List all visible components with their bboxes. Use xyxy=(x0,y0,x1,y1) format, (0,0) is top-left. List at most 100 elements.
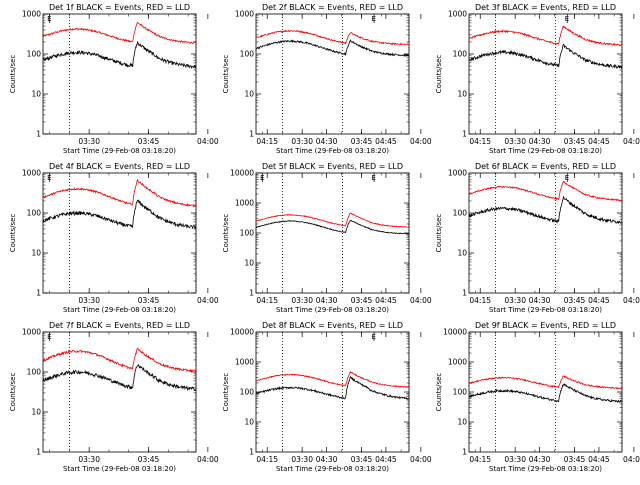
y-axis-label: Counts/sec xyxy=(9,55,17,94)
y-tick-label: 1000 xyxy=(22,169,41,178)
x-tick-label: 04:30 xyxy=(529,137,551,146)
x-tick-label: 03:45 xyxy=(351,296,373,305)
y-tick-label: 10000 xyxy=(230,169,254,178)
lld-series xyxy=(42,347,197,374)
event-marker-label: E xyxy=(47,333,51,341)
y-axis-label: Counts/sec xyxy=(435,214,443,253)
x-tick-label: 04:00 xyxy=(197,137,219,146)
x-axis-label: Start Time (29-Feb-08 03:18:20) xyxy=(276,465,389,473)
events-series xyxy=(256,219,410,235)
x-tick-label: 03:45 xyxy=(351,455,373,464)
x-axis-label: Start Time (29-Feb-08 03:18:20) xyxy=(489,306,602,314)
events-series xyxy=(42,363,197,392)
x-axis-label: Start Time (29-Feb-08 03:18:20) xyxy=(63,306,176,314)
x-tick-label: 03:45 xyxy=(138,455,160,464)
events-series xyxy=(255,39,410,58)
panel-det-2: Det 2f BLACK = Events, RED = LLD11010010… xyxy=(222,3,610,155)
y-tick-label: 100 xyxy=(453,388,468,397)
y-tick-label: 10 xyxy=(244,418,254,427)
y-axis-label: Counts/sec xyxy=(222,55,230,94)
events-series xyxy=(468,43,623,70)
x-tick-label: 03:45 xyxy=(564,296,586,305)
y-tick-label: 10 xyxy=(31,249,41,258)
panel-det-9: Det 9f BLACK = Events, RED = LLD 1 10 100 10… xyxy=(435,321,640,473)
y-tick-label: 10000 xyxy=(443,328,467,337)
x-tick-label: 04:00 xyxy=(410,137,432,146)
lld-series xyxy=(42,21,196,45)
x-axis-label: Start Time (29-Feb-08 03:18:20) xyxy=(489,147,602,155)
x-axis-label: Start Time (29-Feb-08 03:18:20) xyxy=(63,147,176,155)
x-tick-label: 03:30 xyxy=(291,296,313,305)
panel-title: Det 4f BLACK = Events, RED = LLD xyxy=(49,162,190,171)
x-tick-label: 03:30 xyxy=(504,296,526,305)
y-tick-label: 100 xyxy=(453,209,468,218)
y-tick-label: 100 xyxy=(240,229,255,238)
lld-series xyxy=(469,180,623,202)
y-tick-label: 100 xyxy=(27,209,42,218)
lld-series xyxy=(256,212,410,228)
panel-title: Det 2f BLACK = Events, RED = LLD xyxy=(262,3,403,12)
event-marker-label: E xyxy=(47,15,51,23)
y-tick-label: 10 xyxy=(244,259,254,268)
x-tick-label: 04:00 xyxy=(197,296,219,305)
y-tick-label: 10 xyxy=(457,249,467,258)
x-tick-label: 04:00 xyxy=(623,137,640,146)
x-tick-label: 04:30 xyxy=(316,455,338,464)
panel-det-7: Det 7f BLACK = Events, RED = LLD11010010… xyxy=(9,321,397,473)
y-tick-label: 1000 xyxy=(448,10,467,19)
x-tick-label: 03:30 xyxy=(504,455,526,464)
x-tick-label: 04:15 xyxy=(469,296,491,305)
x-tick-label: 04:45 xyxy=(588,455,610,464)
panel-title: Det 9f BLACK = Events, RED = LLD xyxy=(475,321,616,330)
event-marker-label: E xyxy=(372,174,376,182)
x-tick-label: 03:30 xyxy=(78,137,100,146)
panel-det-6: Det 6f BLACK = Events, RED = LLD 1 10 100 10… xyxy=(435,162,640,314)
y-tick-label: 10 xyxy=(457,90,467,99)
x-axis-label: Start Time (29-Feb-08 03:18:20) xyxy=(276,147,389,155)
x-tick-label: 03:30 xyxy=(291,455,313,464)
y-tick-label: 1 xyxy=(462,289,467,298)
event-marker-label: E xyxy=(372,333,376,341)
x-tick-label: 04:30 xyxy=(529,296,551,305)
x-tick-label: 04:45 xyxy=(588,296,610,305)
x-axis-label: Start Time (29-Feb-08 03:18:20) xyxy=(276,306,389,314)
y-tick-label: 100 xyxy=(27,50,42,59)
y-axis-label: Counts/sec xyxy=(9,373,17,412)
y-axis-label: Counts/sec xyxy=(222,214,230,253)
events-series xyxy=(468,196,623,225)
y-tick-label: 1000 xyxy=(22,10,41,19)
y-axis-label: Counts/sec xyxy=(435,55,443,94)
panel-title: Det 8f BLACK = Events, RED = LLD xyxy=(262,321,403,330)
plot-frame xyxy=(468,331,623,453)
y-tick-label: 10000 xyxy=(230,328,254,337)
x-tick-label: 04:45 xyxy=(375,137,397,146)
plot-frame xyxy=(255,331,410,453)
x-tick-label: 03:45 xyxy=(351,137,373,146)
x-tick-label: 04:30 xyxy=(529,455,551,464)
y-tick-label: 1000 xyxy=(448,358,467,367)
x-tick-label: 03:30 xyxy=(291,137,313,146)
y-tick-label: 1000 xyxy=(235,10,254,19)
x-tick-label: 04:30 xyxy=(316,137,338,146)
y-tick-label: 1 xyxy=(36,289,41,298)
plot-frame xyxy=(42,331,197,453)
y-axis-label: Counts/sec xyxy=(435,373,443,412)
x-tick-label: 04:15 xyxy=(256,296,278,305)
y-tick-label: 1000 xyxy=(235,199,254,208)
events-series xyxy=(42,199,197,230)
panel-title: Det 3f BLACK = Events, RED = LLD xyxy=(475,3,616,12)
x-axis-label: Start Time (29-Feb-08 03:18:20) xyxy=(489,465,602,473)
panel-title: Det 5f BLACK = Events, RED = LLD xyxy=(262,162,403,171)
y-tick-label: 1 xyxy=(462,130,467,139)
x-tick-label: 04:30 xyxy=(316,296,338,305)
lld-series xyxy=(255,29,410,46)
x-tick-label: 03:45 xyxy=(564,137,586,146)
y-tick-label: 100 xyxy=(240,388,255,397)
y-tick-label: 10 xyxy=(244,90,254,99)
y-tick-label: 1000 xyxy=(22,328,41,337)
y-axis-label: Counts/sec xyxy=(9,214,17,253)
x-tick-label: 03:30 xyxy=(78,455,100,464)
lld-series xyxy=(468,375,623,390)
